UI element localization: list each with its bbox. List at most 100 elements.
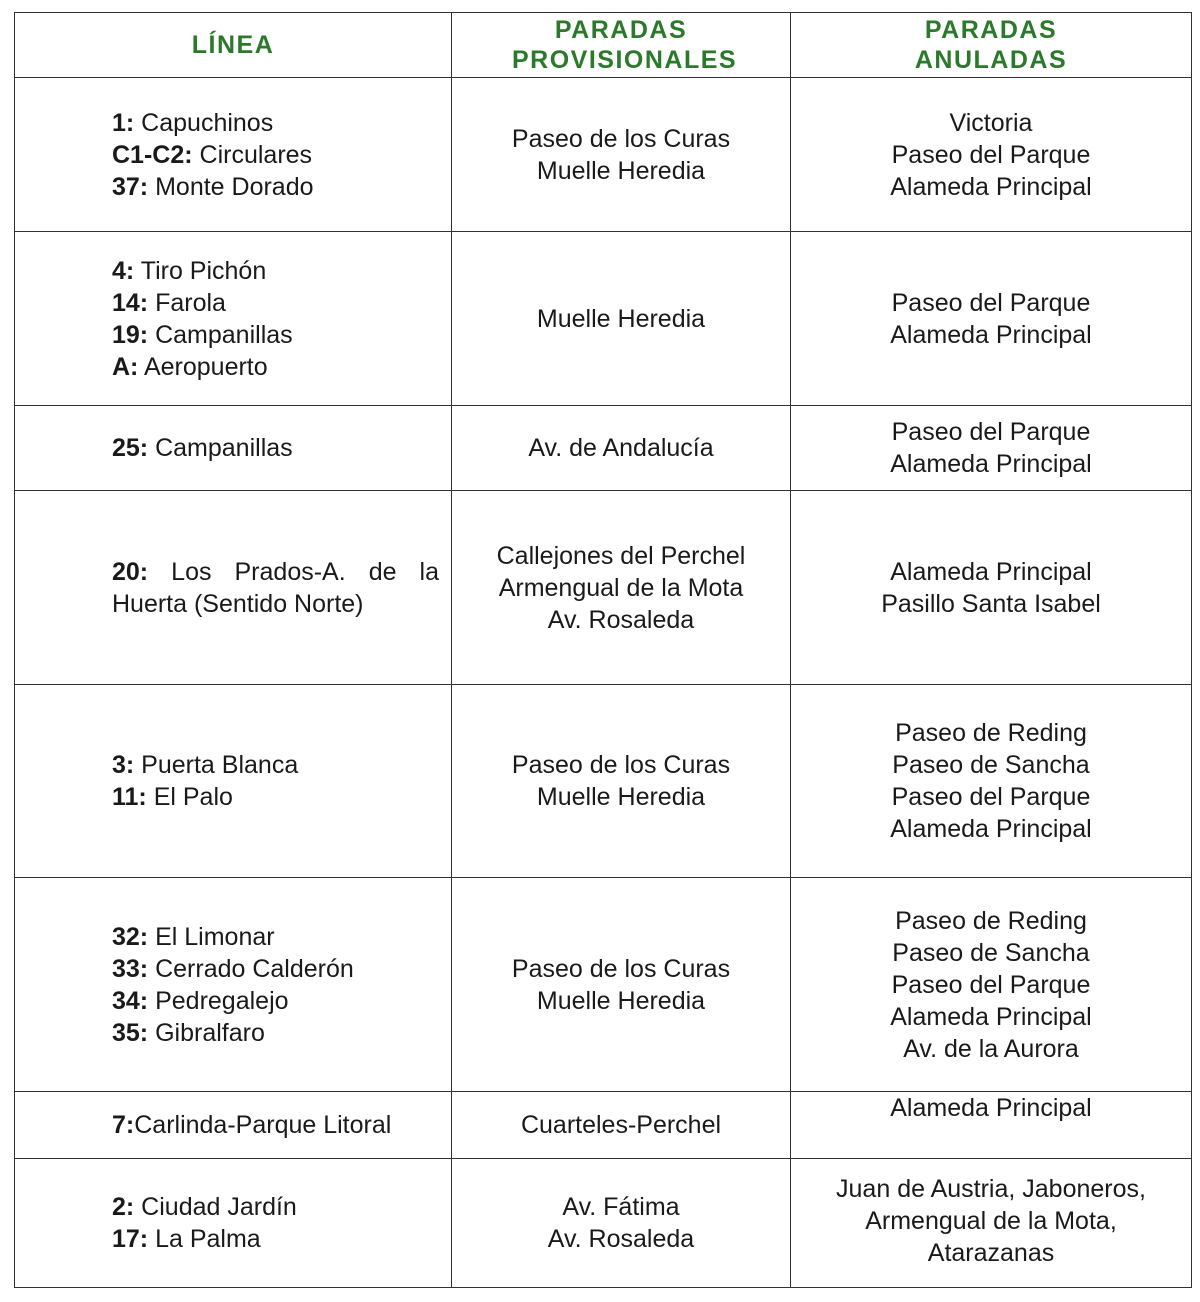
anuladas-cell: Paseo de Reding Paseo de Sancha Paseo del … bbox=[790, 877, 1192, 1092]
stop-name: Paseo de Reding bbox=[895, 906, 1087, 935]
line-name: Monte Dorado bbox=[148, 172, 314, 201]
anuladas-cell: Alameda Principal bbox=[790, 1091, 1192, 1159]
line-name: El Limonar bbox=[148, 922, 275, 951]
stop-name: Alameda Principal bbox=[890, 815, 1092, 843]
provisionales-cell: Paseo de los Curas Muelle Heredia bbox=[451, 684, 791, 878]
header-anuladas: PARADAS ANULADAS bbox=[790, 12, 1192, 78]
line-name: Capuchinos bbox=[134, 108, 274, 137]
stop-name: Paseo del Parque bbox=[891, 140, 1091, 169]
stop-name: Alameda Principal bbox=[890, 557, 1092, 586]
line-entry: 34: Pedregalejo bbox=[112, 985, 439, 1017]
line-entry: 19: Campanillas bbox=[112, 319, 439, 351]
stop-name: Av. de la Aurora bbox=[903, 1034, 1079, 1063]
linea-cell: 2: Ciudad Jardín 17: La Palma bbox=[14, 1158, 452, 1288]
anuladas-cell: Juan de Austria, Jaboneros, Armengual de … bbox=[790, 1158, 1192, 1288]
line-entry: 7:Carlinda-Parque Litoral bbox=[112, 1109, 439, 1141]
line-name: Campanillas bbox=[148, 320, 293, 349]
line-number: 20: bbox=[112, 557, 149, 586]
stop-name: Juan de Austria, Jaboneros, bbox=[836, 1175, 1146, 1203]
line-name: Campanillas bbox=[148, 434, 293, 462]
line-name: Tiro Pichón bbox=[134, 256, 267, 285]
stop-name: Victoria bbox=[949, 108, 1033, 137]
stop-name: Paseo de Sancha bbox=[892, 751, 1090, 779]
line-name: Cerrado Calderón bbox=[148, 954, 354, 983]
anuladas-cell: Alameda Principal Pasillo Santa Isabel bbox=[790, 490, 1192, 685]
line-entry: 4: Tiro Pichón bbox=[112, 255, 439, 287]
provisionales-cell: Cuarteles-Perchel bbox=[451, 1091, 791, 1159]
line-number: 32: bbox=[112, 922, 149, 951]
provisionales-cell: Paseo de los Curas Muelle Heredia bbox=[451, 877, 791, 1092]
stop-name: Paseo de los Curas bbox=[511, 124, 731, 153]
anuladas-cell: Victoria Paseo del Parque Alameda Principa… bbox=[790, 77, 1192, 232]
provisionales-cell: Callejones del Perchel Armengual de la Mo… bbox=[451, 490, 791, 685]
line-number: C1-C2: bbox=[112, 140, 193, 169]
stop-name: Armengual de la Mota bbox=[498, 573, 744, 602]
line-name: Circulares bbox=[192, 140, 313, 169]
stop-name: Alameda Principal bbox=[890, 320, 1092, 349]
linea-cell: 32: El Limonar 33: Cerrado Calderón 34: Pe… bbox=[14, 877, 452, 1092]
stop-name: Paseo de Reding bbox=[895, 719, 1087, 747]
stop-name: Atarazanas bbox=[927, 1239, 1055, 1267]
provisionales-cell: Muelle Heredia bbox=[451, 231, 791, 406]
provisionales-cell: Paseo de los Curas Muelle Heredia bbox=[451, 77, 791, 232]
stop-name: Av. Fátima bbox=[562, 1193, 680, 1221]
line-entry: 20: Los Prados-A. de la Huerta (Sentido … bbox=[112, 556, 439, 620]
provisionales-cell: Av. de Andalucía bbox=[451, 405, 791, 491]
table-row: 1: Capuchinos C1-C2: Circulares 37: Monte … bbox=[14, 77, 1192, 232]
line-entry: 14: Farola bbox=[112, 287, 439, 319]
stop-name: Cuarteles-Perchel bbox=[520, 1111, 722, 1139]
line-name: Gibralfaro bbox=[148, 1018, 265, 1047]
line-entry: 37: Monte Dorado bbox=[112, 171, 439, 203]
table-row: 2: Ciudad Jardín 17: La Palma Av. Fátima Av… bbox=[14, 1158, 1192, 1288]
line-entry: 11: El Palo bbox=[112, 781, 439, 813]
stop-name: Paseo de Sancha bbox=[892, 938, 1090, 967]
anuladas-cell: Paseo del Parque Alameda Principal bbox=[790, 231, 1192, 406]
table-row: 7:Carlinda-Parque Litoral Cuarteles-Perch… bbox=[14, 1091, 1192, 1159]
line-name: Puerta Blanca bbox=[134, 751, 299, 779]
line-name: El Palo bbox=[146, 783, 233, 811]
line-entry: 1: Capuchinos bbox=[112, 107, 439, 139]
line-number: 7: bbox=[112, 1111, 135, 1139]
line-name: Ciudad Jardín bbox=[134, 1193, 297, 1221]
stop-name: Pasillo Santa Isabel bbox=[881, 589, 1101, 618]
table-row: 32: El Limonar 33: Cerrado Calderón 34: Pe… bbox=[14, 877, 1192, 1092]
line-number: 34: bbox=[112, 986, 149, 1015]
bus-stops-table: LÍNEA PARADAS PROVISIONALES PARADAS ANUL… bbox=[14, 12, 1192, 1288]
line-number: A: bbox=[112, 352, 139, 381]
line-number: 4: bbox=[112, 256, 135, 285]
stop-name: Av. de Andalucía bbox=[528, 434, 714, 462]
stop-name: Alameda Principal bbox=[890, 1002, 1092, 1031]
table-row: 20: Los Prados-A. de la Huerta (Sentido … bbox=[14, 490, 1192, 685]
anuladas-cell: Paseo del Parque Alameda Principal bbox=[790, 405, 1192, 491]
provisionales-cell: Av. Fátima Av. Rosaleda bbox=[451, 1158, 791, 1288]
header-row: LÍNEA PARADAS PROVISIONALES PARADAS ANUL… bbox=[14, 12, 1192, 78]
line-number: 14: bbox=[112, 288, 149, 317]
line-number: 2: bbox=[112, 1193, 135, 1221]
stop-name: Paseo del Parque bbox=[891, 418, 1091, 446]
stop-name: Av. Rosaleda bbox=[547, 1225, 695, 1253]
stop-name: Paseo de los Curas bbox=[511, 751, 731, 779]
line-entry: 25: Campanillas bbox=[112, 432, 439, 464]
line-name: Pedregalejo bbox=[148, 986, 289, 1015]
line-entry: C1-C2: Circulares bbox=[112, 139, 439, 171]
line-name: Los Prados-A. de la Huerta (Sentido Nort… bbox=[112, 557, 439, 618]
stop-name: Alameda Principal bbox=[890, 1094, 1092, 1122]
line-number: 33: bbox=[112, 954, 149, 983]
line-number: 25: bbox=[112, 434, 149, 462]
stop-name: Armengual de la Mota, bbox=[865, 1207, 1117, 1235]
line-number: 19: bbox=[112, 320, 149, 349]
stop-name: Muelle Heredia bbox=[536, 304, 706, 333]
anuladas-cell: Paseo de Reding Paseo de Sancha Paseo del … bbox=[790, 684, 1192, 878]
header-provisionales: PARADAS PROVISIONALES bbox=[451, 12, 791, 78]
line-number: 3: bbox=[112, 751, 135, 779]
stop-name: Muelle Heredia bbox=[536, 783, 706, 811]
linea-cell: 25: Campanillas bbox=[14, 405, 452, 491]
linea-cell: 1: Capuchinos C1-C2: Circulares 37: Monte … bbox=[14, 77, 452, 232]
line-name: La Palma bbox=[148, 1225, 261, 1253]
linea-cell: 7:Carlinda-Parque Litoral bbox=[14, 1091, 452, 1159]
line-name: Aeropuerto bbox=[138, 352, 268, 381]
table-row: 25: Campanillas Av. de Andalucía Paseo del… bbox=[14, 405, 1192, 491]
line-entry: 2: Ciudad Jardín bbox=[112, 1191, 439, 1223]
stop-name: Paseo de los Curas bbox=[511, 954, 731, 983]
line-entry: 35: Gibralfaro bbox=[112, 1017, 439, 1049]
